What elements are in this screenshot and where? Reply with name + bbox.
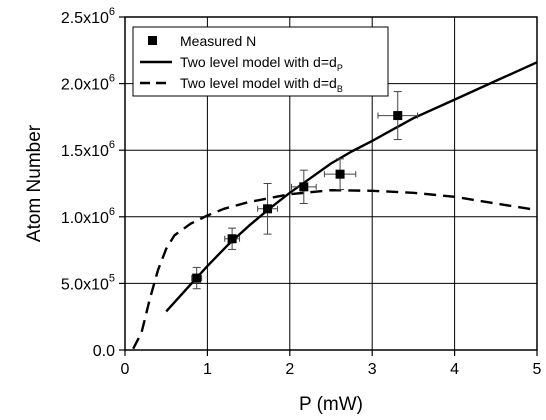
legend-label-model-dp: Two level model with d=dP (180, 54, 343, 73)
y-tick-label-mantissa-3: 1.5x10 (61, 143, 109, 160)
x-tick-label-4: 4 (450, 361, 459, 378)
model-curve-db (132, 188, 538, 350)
x-tick-label-0: 0 (121, 361, 130, 378)
data-point-4 (335, 169, 345, 179)
legend: Measured N Two level model with d=dP Two… (132, 26, 389, 97)
y-tick-label-5: 2.5x106 (61, 6, 115, 27)
data-point-2 (263, 204, 273, 214)
y-tick-label-mantissa-1: 5.0x10 (61, 276, 109, 293)
x-tick-label-5: 5 (533, 361, 542, 378)
y-tick-label-exponent-2: 6 (109, 206, 115, 218)
y-tick-label-mantissa-5: 2.5x10 (61, 10, 109, 27)
data-point-0 (192, 273, 202, 283)
y-tick-label-1: 5.0x105 (61, 272, 115, 293)
legend-label-model-dp-main: Two level model with d=d (180, 54, 337, 70)
model-curve-dp (165, 61, 538, 313)
measured-points (191, 91, 419, 290)
plot-frame (124, 16, 538, 351)
legend-label-measured: Measured N (180, 33, 256, 49)
y-tick-label-exponent-3: 6 (109, 139, 115, 151)
legend-label-model-db: Two level model with d=dB (180, 75, 343, 94)
y-tick-label-exponent-1: 5 (109, 272, 115, 284)
x-tick-label-1: 1 (203, 361, 212, 378)
y-tick-label-mantissa-2: 1.0x10 (61, 210, 109, 227)
y-tick-label-0: 0.0 (93, 343, 115, 360)
y-tick-label-2: 1.0x106 (61, 206, 115, 227)
data-point-3 (299, 182, 309, 192)
legend-label-model-db-subscript: B (337, 84, 343, 94)
x-tick-label-2: 2 (285, 361, 294, 378)
y-tick-label-mantissa-0: 0.0 (93, 343, 115, 360)
y-tick-label-3: 1.5x106 (61, 139, 115, 160)
y-axis-title: Atom Number (24, 124, 45, 242)
axis-ticks: 0 1 2 3 4 50.05.0x1051.0x1061.5x1062.0x1062.5… (61, 6, 542, 378)
y-tick-label-mantissa-4: 2.0x10 (61, 77, 109, 94)
y-tick-label-exponent-4: 6 (109, 73, 115, 85)
legend-marker-measured (148, 36, 157, 45)
y-tick-label-4: 2.0x106 (61, 73, 115, 94)
x-axis-title: P (mW) (299, 394, 363, 415)
data-point-1 (227, 234, 237, 244)
y-tick-label-exponent-5: 6 (109, 6, 115, 18)
legend-label-model-db-main: Two level model with d=d (180, 75, 337, 91)
legend-label-model-dp-subscript: P (337, 63, 343, 73)
model-curves (132, 61, 538, 350)
data-point-5 (393, 111, 403, 121)
legend-box (132, 26, 389, 97)
x-tick-label-3: 3 (368, 361, 377, 378)
